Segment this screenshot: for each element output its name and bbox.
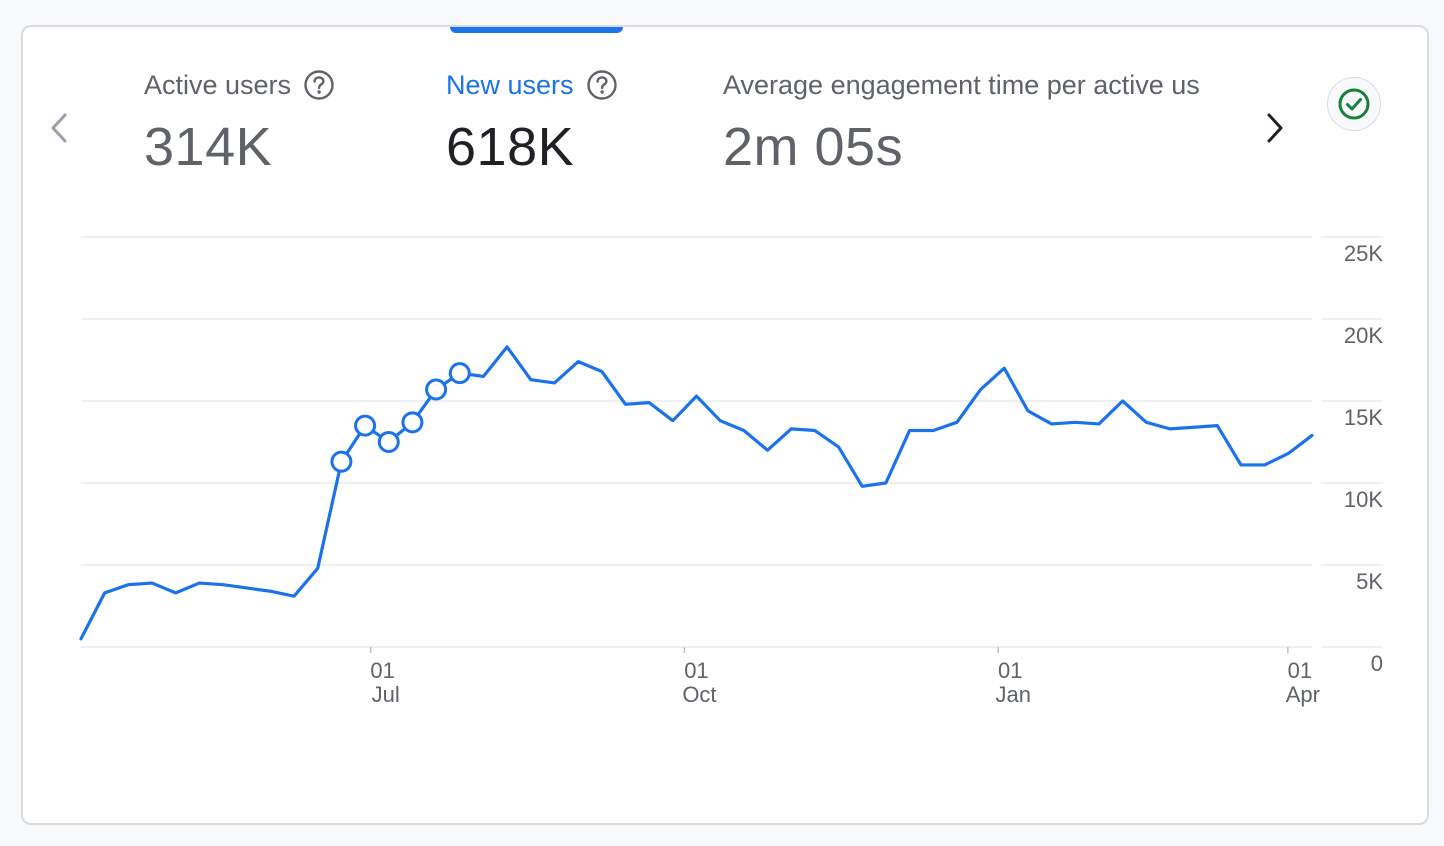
data-point <box>377 431 400 453</box>
y-tick-label: 0 <box>1371 651 1383 676</box>
next-metrics-button[interactable] <box>1255 105 1295 151</box>
metric-label: Average engagement time per active us <box>723 70 1200 100</box>
x-tick-day: 01 <box>998 658 1022 683</box>
help-circle-icon[interactable] <box>303 69 335 101</box>
x-tick-month: Jan <box>995 682 1030 707</box>
y-tick-label: 20K <box>1344 323 1383 348</box>
x-tick-day: 01 <box>1288 658 1312 683</box>
check-circle-icon <box>1338 88 1370 120</box>
chevron-right-icon <box>1267 113 1283 143</box>
previous-metrics-button[interactable] <box>39 105 79 151</box>
data-point <box>401 411 424 434</box>
metric-label: Active users <box>144 70 292 100</box>
metrics-card: Active users 314K New users 618K <box>21 25 1429 825</box>
y-tick-label: 25K <box>1344 241 1383 266</box>
data-point <box>425 378 448 401</box>
x-tick-day: 01 <box>370 658 394 683</box>
y-tick-label: 5K <box>1356 569 1383 594</box>
x-tick-month: Apr <box>1286 682 1320 707</box>
metric-value: 2m 05s <box>723 117 904 177</box>
help-circle-icon[interactable] <box>586 69 618 101</box>
data-point <box>448 362 471 385</box>
chart-series <box>79 345 1314 641</box>
x-tick-month: Oct <box>682 682 716 707</box>
y-tick-label: 10K <box>1344 487 1383 512</box>
metric-value: 314K <box>144 117 273 177</box>
status-indicator[interactable] <box>1327 77 1381 131</box>
metric-tab-active-users[interactable]: Active users 314K <box>144 67 335 177</box>
metric-value: 618K <box>446 117 575 177</box>
y-tick-label: 15K <box>1344 405 1383 430</box>
chevron-left-icon <box>51 113 67 143</box>
data-point <box>354 414 377 437</box>
metric-tab-average-engagement-time[interactable]: Average engagement time per active us 2m… <box>723 67 1241 177</box>
metric-tab-new-users[interactable]: New users 618K <box>446 67 618 177</box>
x-tick-month: Jul <box>372 682 400 707</box>
data-point <box>330 450 353 473</box>
y-axis-ticks: 0 5K 10K 15K 20K 25K <box>1344 241 1383 676</box>
metric-label: New users <box>446 70 574 100</box>
series-line <box>79 345 1314 641</box>
active-tab-indicator <box>450 27 623 33</box>
chart-gridlines <box>81 236 1383 648</box>
x-tick-day: 01 <box>684 658 708 683</box>
